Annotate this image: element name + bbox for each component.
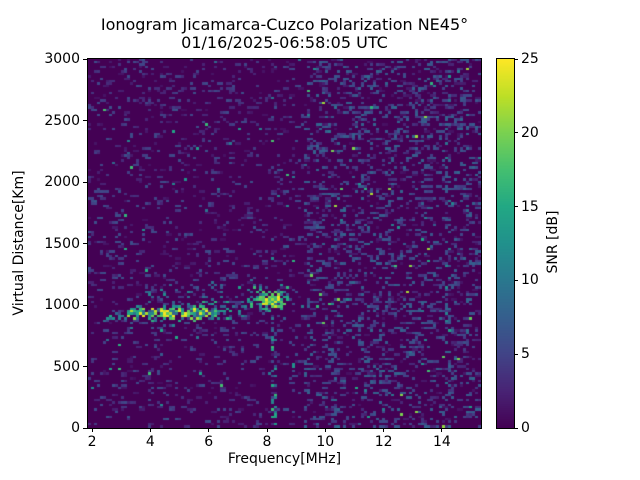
y-tick-mark [83, 58, 87, 60]
y-tick-mark [83, 181, 87, 183]
x-tick-mark [208, 428, 210, 432]
x-tick-mark [383, 428, 385, 432]
colorbar-tick-mark [514, 427, 518, 429]
y-tick-mark [83, 427, 87, 429]
colorbar-tick-mark [514, 279, 518, 281]
x-tick-label: 14 [433, 434, 451, 450]
x-tick-label: 10 [316, 434, 335, 450]
colorbar-tick-label: 15 [521, 198, 539, 215]
y-tick-label: 2500 [44, 112, 80, 129]
colorbar-tick-label: 5 [521, 346, 530, 363]
x-tick-mark [149, 428, 151, 432]
x-tick-mark [266, 428, 268, 432]
colorbar-tick-label: 20 [521, 124, 539, 141]
x-tick-mark [441, 428, 443, 432]
colorbar-tick-mark [514, 58, 518, 60]
y-tick-mark [83, 366, 87, 367]
ionogram-heatmap [87, 58, 482, 429]
colorbar-tick-mark [514, 206, 518, 208]
y-tick-label: 0 [71, 420, 80, 436]
x-tick-label: 8 [262, 434, 272, 450]
y-tick-mark [83, 120, 87, 121]
y-tick-mark [83, 243, 87, 244]
colorbar-label: SNR [dB] [545, 210, 561, 274]
y-tick-label: 500 [53, 358, 80, 375]
x-axis-label: Frequency[MHz] [227, 451, 342, 467]
x-tick-mark [91, 428, 93, 432]
colorbar-tick-mark [514, 353, 518, 355]
chart-subtitle: 01/16/2025-06:58:05 UTC [181, 33, 388, 52]
y-tick-label: 3000 [44, 51, 80, 67]
x-tick-label: 4 [145, 434, 155, 450]
colorbar-tick-label: 0 [521, 420, 530, 436]
y-tick-label: 1000 [44, 297, 80, 313]
colorbar [496, 58, 515, 429]
colorbar-tick-mark [514, 132, 518, 134]
colorbar-tick-label: 10 [521, 272, 539, 289]
y-tick-label: 2000 [44, 174, 80, 190]
x-tick-mark [324, 428, 326, 432]
chart-title: Ionogram Jicamarca-Cuzco Polarization NE… [100, 15, 469, 34]
x-tick-label: 2 [87, 434, 97, 450]
x-tick-label: 12 [374, 434, 393, 450]
colorbar-tick-label: 25 [521, 51, 539, 67]
x-tick-label: 6 [204, 434, 214, 450]
y-tick-label: 1500 [44, 235, 80, 252]
y-axis-label: Virtual Distance[Km] [11, 170, 27, 316]
y-tick-mark [83, 304, 87, 306]
